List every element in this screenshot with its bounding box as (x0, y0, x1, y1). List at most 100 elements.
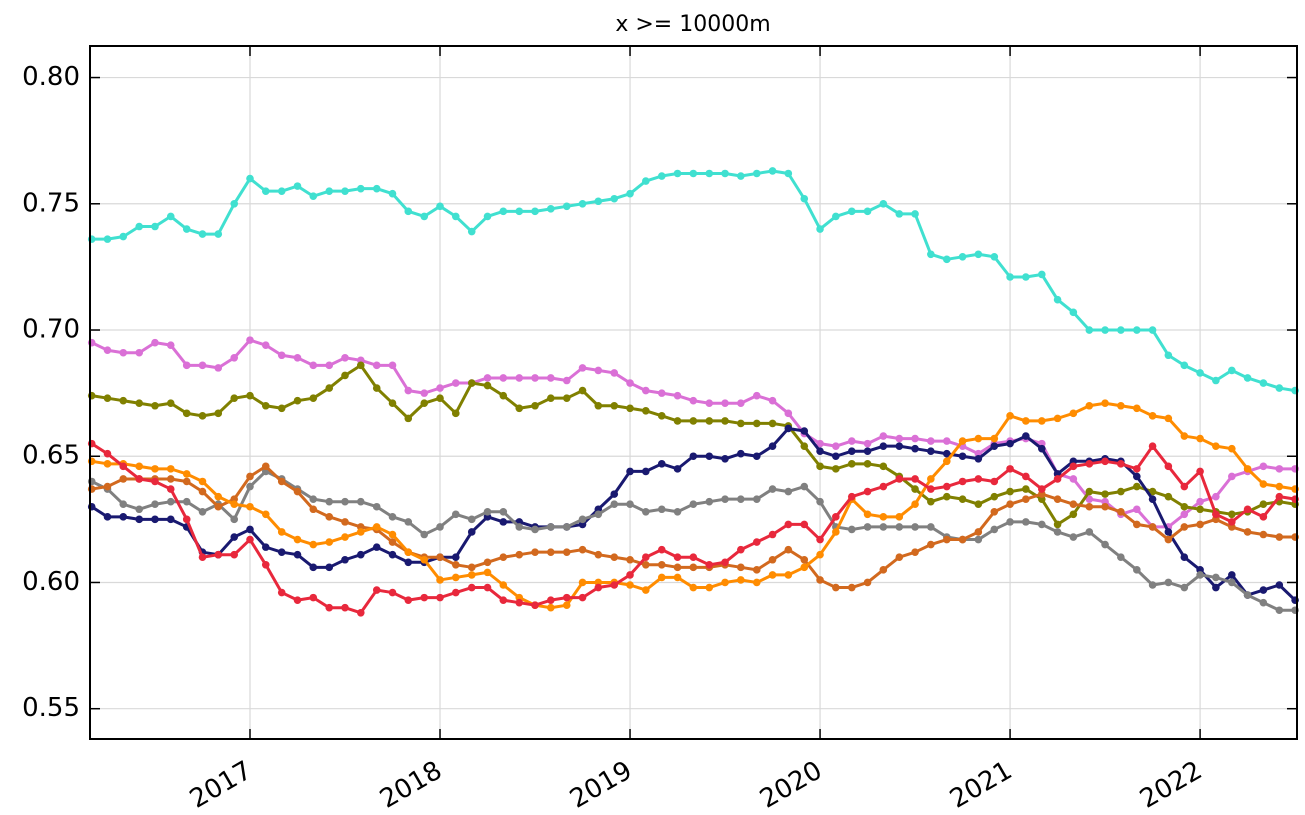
data-point (1117, 460, 1125, 468)
data-point (689, 169, 698, 178)
data-point (1101, 457, 1109, 466)
data-point (214, 502, 223, 511)
data-point (309, 495, 318, 503)
data-point (451, 212, 460, 221)
data-point (942, 457, 951, 466)
data-point (1006, 412, 1014, 420)
data-point (277, 351, 286, 360)
data-point (911, 475, 919, 483)
data-point (1228, 472, 1236, 481)
data-point (1022, 472, 1030, 481)
data-point (1196, 520, 1204, 529)
data-point (1022, 417, 1030, 425)
data-point (1006, 518, 1014, 526)
data-point (1259, 586, 1268, 594)
data-point (911, 523, 919, 531)
data-point (1101, 326, 1109, 334)
data-point (1259, 598, 1268, 607)
data-point (230, 353, 239, 362)
data-point (230, 533, 239, 541)
data-point (737, 495, 745, 503)
data-point (1180, 523, 1189, 531)
data-point (1022, 518, 1030, 526)
data-point (451, 561, 460, 569)
data-point (784, 545, 793, 554)
data-point (1196, 467, 1204, 476)
data-point (1275, 492, 1284, 501)
data-point (277, 477, 286, 486)
data-point (1038, 417, 1046, 425)
data-point (1196, 505, 1204, 514)
data-point (246, 472, 254, 481)
data-point (483, 583, 492, 592)
data-point (246, 336, 254, 344)
data-point (626, 555, 634, 564)
data-point (388, 550, 397, 559)
data-point (546, 603, 555, 612)
data-point (1164, 528, 1173, 536)
data-point (927, 540, 935, 549)
data-point (657, 505, 666, 514)
data-point (689, 452, 698, 461)
data-point (737, 419, 745, 428)
series-line (91, 338, 1296, 529)
data-point (847, 492, 856, 501)
data-point (657, 460, 666, 468)
data-point (657, 573, 666, 582)
data-point (626, 189, 634, 198)
data-point (1180, 553, 1189, 562)
data-point (341, 371, 349, 380)
data-point (1085, 495, 1094, 503)
data-point (832, 528, 840, 536)
data-point (151, 338, 159, 347)
data-point (1275, 482, 1284, 491)
data-point (673, 553, 682, 562)
data-point (309, 505, 318, 514)
data-point (246, 482, 254, 491)
data-point (499, 374, 508, 382)
y-tick-label: 0.80 (22, 62, 80, 92)
data-point (1180, 432, 1189, 440)
data-point (325, 563, 334, 572)
data-point (673, 465, 682, 473)
data-point (166, 515, 175, 524)
data-point (879, 462, 888, 471)
data-point (879, 482, 888, 491)
data-point (119, 232, 128, 241)
data-point (721, 558, 729, 567)
series (87, 467, 1299, 615)
data-point (673, 417, 682, 425)
data-point (974, 528, 983, 536)
data-point (1275, 465, 1284, 473)
data-point (372, 586, 381, 594)
data-point (990, 442, 999, 450)
data-point (610, 369, 619, 377)
data-point (705, 561, 714, 569)
data-point (768, 442, 777, 450)
data-point (325, 384, 334, 392)
data-point (768, 396, 777, 405)
data-point (151, 477, 159, 486)
data-point (1085, 460, 1094, 468)
data-point (1038, 520, 1046, 529)
data-point (879, 513, 888, 521)
data-point (1259, 462, 1268, 471)
data-point (531, 374, 539, 382)
data-point (1228, 571, 1236, 579)
data-point (721, 495, 729, 503)
data-point (135, 462, 144, 471)
data-point (927, 437, 935, 445)
data-point (800, 427, 809, 435)
data-point (356, 361, 365, 370)
data-point (341, 555, 349, 564)
data-point (737, 399, 745, 408)
data-point (942, 437, 951, 445)
data-point (863, 510, 872, 519)
data-point (927, 497, 935, 506)
data-point (135, 348, 144, 357)
data-point (1212, 442, 1220, 450)
plot-frame (89, 45, 1298, 740)
data-point (958, 437, 967, 445)
data-point (768, 419, 777, 428)
data-point (372, 502, 381, 511)
